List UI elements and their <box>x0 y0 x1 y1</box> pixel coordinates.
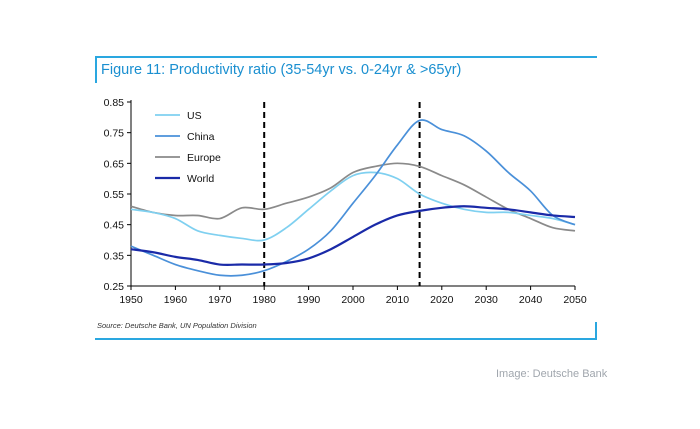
x-tick-label: 2000 <box>341 294 365 306</box>
x-tick-label: 1950 <box>119 294 143 306</box>
series-line-china <box>130 119 576 277</box>
x-tick-label: 2020 <box>430 294 454 306</box>
frame-left-rule <box>95 56 97 83</box>
y-tick-label: 0.65 <box>104 158 125 170</box>
x-tick-label: 1960 <box>164 294 188 306</box>
series-line-us <box>130 171 576 242</box>
legend-label-china: China <box>187 131 215 143</box>
y-tick-label: 0.45 <box>104 220 125 232</box>
x-tick-label: 1980 <box>253 294 277 306</box>
x-tick-label: 2040 <box>519 294 543 306</box>
x-tick-label: 1990 <box>297 294 321 306</box>
x-tick-label: 1970 <box>208 294 232 306</box>
legend-label-world: World <box>187 173 214 185</box>
frame-top-rule <box>95 56 597 58</box>
y-tick-label: 0.55 <box>104 189 125 201</box>
image-credit: Image: Deutsche Bank <box>496 368 608 380</box>
legend-label-europe: Europe <box>187 152 221 164</box>
figure-title: Figure 11: Productivity ratio (35-54yr v… <box>101 62 462 78</box>
y-tick-label: 0.75 <box>104 128 125 140</box>
y-tick-label: 0.25 <box>104 281 125 293</box>
frame-right-rule <box>595 322 597 340</box>
series-line-world <box>130 205 576 266</box>
series-line-europe <box>130 162 576 232</box>
frame-bottom-rule <box>95 338 597 340</box>
y-tick-label: 0.85 <box>104 97 125 109</box>
x-tick-label: 2050 <box>563 294 587 306</box>
source-note: Source: Deutsche Bank, UN Population Div… <box>97 321 257 330</box>
legend-label-us: US <box>187 110 202 122</box>
x-tick-label: 2030 <box>475 294 499 306</box>
x-tick-label: 2010 <box>386 294 410 306</box>
y-tick-label: 0.35 <box>104 250 125 262</box>
